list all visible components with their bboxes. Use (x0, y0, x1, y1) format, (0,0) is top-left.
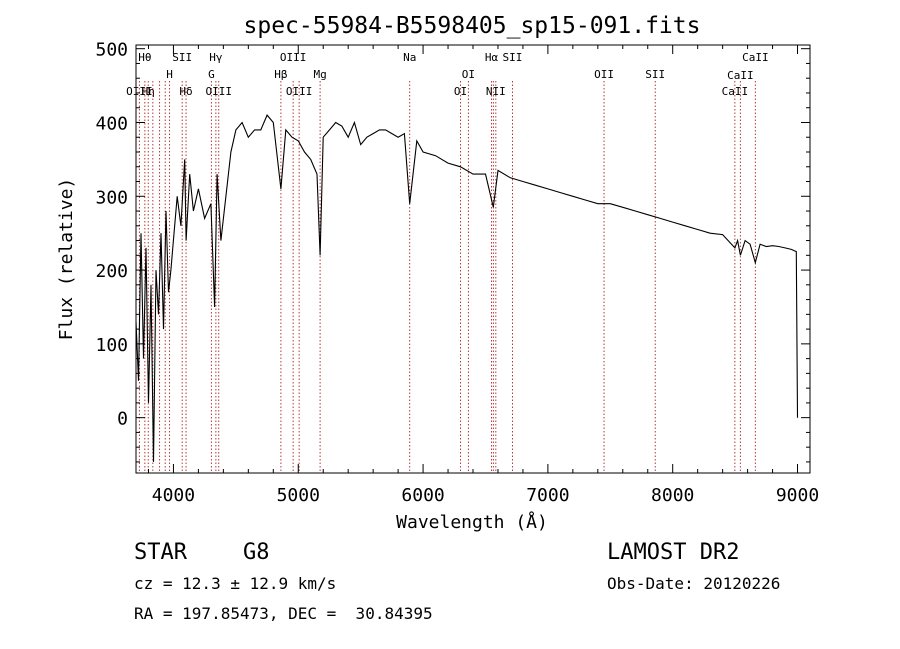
marker-label: OIII (280, 51, 307, 64)
axes: 4000 5000 6000 7000 8000 9000 0 100 200 300 400 500 (95, 40, 819, 506)
x-tick-label: 8000 (651, 485, 694, 506)
marker-label: CaII (722, 85, 749, 98)
y-tick-label: 400 (95, 113, 128, 134)
subclass: G8 (243, 540, 270, 565)
marker-label: Hδ (179, 85, 192, 98)
y-tick-label: 200 (95, 261, 128, 282)
x-tick-label: 6000 (401, 485, 444, 506)
redshift-value: cz = 12.3 ± 12.9 km/s (134, 574, 337, 593)
plot-frame (135, 44, 811, 474)
marker-label: Hβ (274, 68, 288, 81)
coordinates: RA = 197.85473, DEC = 30.84395 (134, 604, 433, 623)
marker-label: Na (403, 51, 416, 64)
y-axis-label: Flux (relative) (56, 178, 77, 341)
marker-label: SII (503, 51, 523, 64)
x-tick-label: 5000 (277, 485, 320, 506)
y-tick-label: 0 (117, 409, 128, 430)
marker-label: Hθ (138, 51, 151, 64)
marker-label: CaII (742, 51, 769, 64)
x-axis-label: Wavelength (Å) (396, 511, 548, 533)
object-class: STAR (134, 540, 187, 565)
observation-date: Obs-Date: 20120226 (607, 574, 781, 593)
marker-label: Hη (142, 85, 155, 98)
x-tick-label: 9000 (776, 485, 819, 506)
marker-label: OIII (206, 85, 233, 98)
y-tick-label: 500 (95, 40, 128, 61)
marker-label: SII (645, 68, 665, 81)
marker-label: G (208, 68, 215, 81)
marker-label: OII (594, 68, 614, 81)
marker-label: Mg (313, 68, 326, 81)
x-tick-label: 7000 (526, 485, 569, 506)
marker-label: SII (172, 51, 192, 64)
marker-label: H (166, 68, 173, 81)
survey-name: LAMOST DR2 (607, 540, 740, 565)
marker-label: OI (462, 68, 475, 81)
marker-label: OI (454, 85, 467, 98)
marker-label: OIII (286, 85, 313, 98)
x-tick-label: 4000 (152, 485, 195, 506)
y-tick-label: 300 (95, 187, 128, 208)
marker-label: CaII (727, 69, 754, 82)
spectrum-line (135, 114, 799, 462)
chart-title: spec-55984-B5598405_sp15-091.fits (244, 13, 701, 39)
y-tick-label: 100 (95, 335, 128, 356)
marker-label: Hα (485, 51, 499, 64)
marker-label: NII (486, 85, 506, 98)
emission-line-markers: HθHηOIIIHSIIHδGHγOIIIHβOIIIOIIIMgNaOIOIH… (126, 51, 769, 473)
spectrum-chart: spec-55984-B5598405_sp15-091.fits HθHηOI… (56, 13, 819, 533)
marker-label: Hγ (209, 51, 223, 64)
marker-label: OIII (126, 85, 153, 98)
